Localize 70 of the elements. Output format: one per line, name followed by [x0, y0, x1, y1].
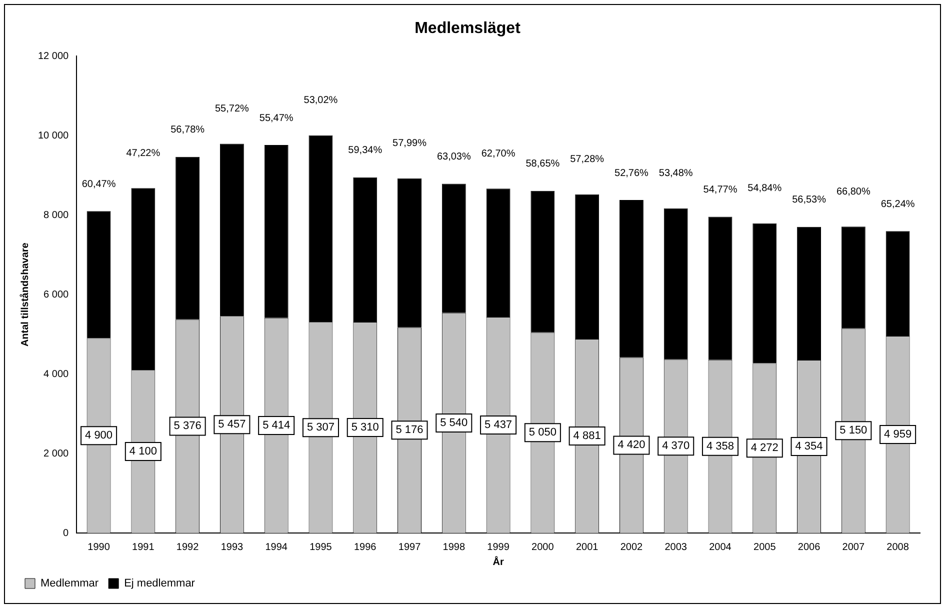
x-tick-label: 2008 [886, 542, 910, 553]
data-label: 4 420 [618, 439, 646, 452]
x-tick-label: 1996 [354, 542, 377, 553]
x-tick-label: 1999 [487, 542, 510, 553]
data-label: 4 358 [706, 440, 734, 452]
x-tick-label: 1991 [132, 542, 155, 553]
data-label: 5 176 [396, 424, 424, 436]
x-tick-label: 2002 [620, 542, 644, 553]
annotation: 55,47% [259, 112, 294, 124]
annotation: 62,70% [481, 148, 516, 160]
annotation: 54,84% [748, 183, 782, 194]
data-label: 5 457 [218, 418, 246, 431]
data-label: 5 376 [174, 420, 202, 432]
data-label: 4 354 [795, 440, 823, 453]
x-tick-label: 2003 [664, 542, 688, 553]
bar [398, 178, 422, 328]
data-label: 4 900 [85, 430, 113, 442]
data-label: 5 050 [528, 426, 556, 439]
x-tick-label: 2001 [576, 542, 599, 553]
y-tick-label: 10 000 [38, 130, 70, 142]
x-tick-label: 1990 [88, 542, 110, 553]
data-label: 5 150 [840, 424, 868, 437]
x-axis-title: År [492, 556, 504, 568]
data-label: 4 272 [750, 442, 778, 454]
data-label: 4 100 [129, 446, 157, 458]
annotation: 52,76% [614, 168, 649, 179]
x-tick-label: 2005 [754, 542, 776, 553]
annotation: 55,72% [214, 103, 250, 114]
legend-label: Ej medlemmar [124, 578, 196, 590]
y-axis-title: Antal tillståndshavare [18, 242, 31, 347]
x-tick-label: 1997 [398, 542, 422, 553]
annotation: 57,28% [570, 154, 604, 166]
annotation: 57,99% [392, 138, 427, 150]
y-tick-label: 6 000 [44, 289, 70, 300]
annotation: 53,02% [304, 95, 338, 106]
annotation: 60,47% [82, 178, 116, 190]
x-tick-label: 2006 [798, 542, 821, 553]
y-tick-label: 2 000 [44, 448, 70, 460]
annotation: 53,48% [658, 168, 693, 180]
data-label: 5 307 [306, 422, 334, 434]
annotation: 63,03% [436, 151, 471, 162]
data-label: 5 310 [351, 422, 379, 434]
x-tick-label: 1992 [176, 542, 200, 553]
x-tick-label: 1998 [442, 542, 466, 553]
data-label: 4 959 [884, 428, 912, 441]
annotation: 59,34% [348, 145, 382, 156]
annotation: 54,77% [703, 184, 738, 196]
y-tick-label: 4 000 [44, 368, 70, 380]
data-label: 5 540 [440, 416, 468, 429]
data-label: 4 370 [662, 440, 690, 452]
annotation: 65,24% [880, 198, 915, 210]
x-tick-label: 2007 [842, 542, 865, 553]
data-label: 4 881 [573, 430, 601, 442]
annotation: 66,80% [836, 186, 870, 198]
annotation: 56,53% [792, 194, 826, 206]
y-tick-label: 0 [63, 528, 70, 539]
x-tick-label: 1994 [265, 542, 288, 553]
y-tick-label: 8 000 [44, 210, 70, 221]
x-tick-label: 1993 [220, 542, 244, 553]
data-label: 5 437 [484, 419, 512, 432]
annotation: 56,78% [170, 124, 205, 136]
annotation: 47,22% [126, 148, 160, 159]
x-tick-label: 2004 [709, 542, 732, 553]
x-tick-label: 2000 [532, 542, 554, 553]
legend-label: Medlemmar [40, 578, 99, 590]
data-label: 5 414 [262, 419, 290, 432]
chart-title: Medlemsläget [414, 20, 522, 38]
x-tick-label: 1995 [310, 542, 332, 553]
y-tick-label: 12 000 [38, 50, 70, 62]
annotation: 58,65% [526, 158, 560, 170]
